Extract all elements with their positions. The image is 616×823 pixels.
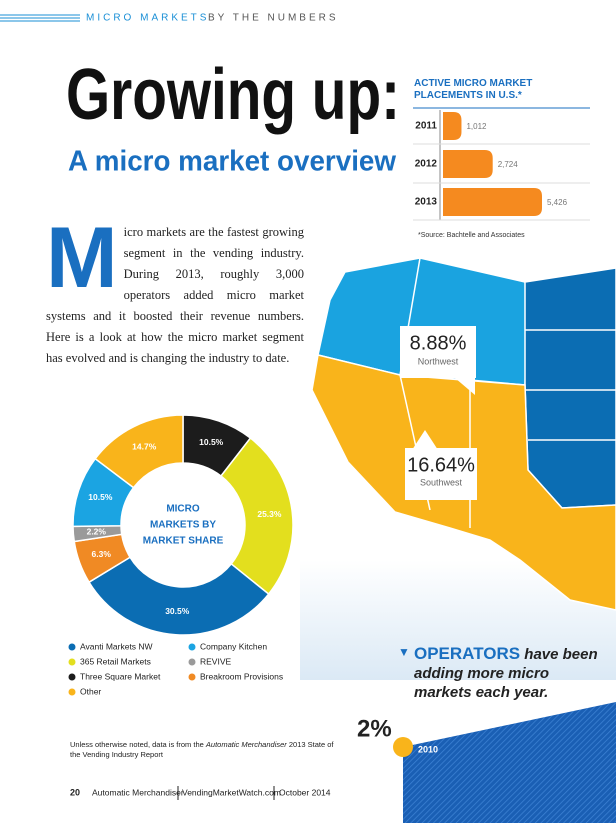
legend-label: 365 Retail Markets (80, 656, 151, 666)
data-label: 6.3% (92, 549, 112, 559)
pie-slice (87, 556, 270, 636)
region-value: 8.88% (410, 332, 467, 354)
footer-item: VendingMarketWatch.com (182, 787, 281, 797)
note-text: 2013 State of the Vending Industry Repor… (70, 740, 334, 759)
header-rules (0, 14, 80, 22)
trend-area (403, 702, 616, 823)
legend-label: Company Kitchen (200, 641, 267, 651)
center-label: MICRO (166, 504, 200, 515)
footer-item: October 2014 (279, 787, 331, 797)
data-label: 10.5% (199, 437, 224, 447)
pie-slice (219, 437, 294, 596)
trend-value: 2% (357, 715, 392, 742)
data-label: 1,012 (466, 122, 487, 131)
callout-text: have been adding more micro markets each… (414, 646, 598, 701)
center-label: MARKETS BY (150, 520, 216, 531)
data-label: 2,724 (498, 160, 519, 169)
trend-point (393, 737, 413, 757)
legend-swatch (68, 643, 76, 651)
legend-label: REVIVE (200, 656, 232, 666)
y-tick-label: 2011 (415, 121, 437, 132)
subheadline: A micro market overview (68, 146, 396, 178)
note-text: Unless otherwise noted, data is from the (70, 740, 206, 749)
pointer (412, 430, 438, 450)
legend-swatch (188, 643, 196, 651)
header-subtitle: BY THE NUMBERS (208, 13, 339, 24)
region-name: Northwest (418, 356, 459, 366)
callout: OPERATORS have been adding more micro ma… (414, 644, 604, 702)
legend-label: Breakroom Provisions (200, 671, 283, 681)
center-label: MARKET SHARE (143, 536, 224, 547)
legend-label: Three Square Market (80, 671, 161, 681)
region-box (400, 326, 476, 378)
pie-slice (94, 414, 184, 489)
legend-swatch (188, 658, 196, 666)
y-tick-label: 2012 (415, 159, 438, 170)
footer-item: Automatic Merchandiser (92, 787, 184, 797)
callout-arrow: ▼ (398, 645, 410, 659)
header-title: MICRO MARKETS (86, 13, 209, 24)
region-box (405, 448, 477, 500)
data-label: 25.3% (257, 509, 282, 519)
headline: Growing up: (66, 55, 400, 135)
data-label: 2.2% (87, 526, 107, 536)
trend-year: 2010 (418, 744, 438, 754)
data-label: 30.5% (165, 606, 190, 616)
region-name: Southwest (420, 477, 463, 487)
intro-text: icro markets are the fastest growing seg… (46, 225, 304, 365)
drop-cap: M (46, 210, 118, 306)
legend-swatch (68, 688, 76, 696)
note-italic: Automatic Merchandiser (205, 740, 287, 749)
data-label: 5,426 (547, 198, 568, 207)
bar-chart-title: ACTIVE MICRO MARKET PLACEMENTS IN U.S.* (414, 78, 533, 101)
bar (443, 150, 493, 178)
bar (443, 112, 462, 140)
bar (443, 188, 542, 216)
data-label: 14.7% (132, 441, 157, 451)
legend-label: Other (80, 686, 101, 696)
source: *Source: Bachtelle and Associates (418, 232, 525, 239)
y-tick-label: 2013 (415, 197, 438, 208)
map (300, 257, 616, 680)
note: Unless otherwise noted, data is from the… (70, 740, 340, 760)
callout-keyword: OPERATORS (414, 644, 521, 663)
legend-label: Avanti Markets NW (80, 641, 153, 651)
pointer (455, 378, 475, 395)
page-number: 20 (70, 787, 80, 797)
legend-swatch (68, 658, 76, 666)
data-label: 10.5% (88, 492, 113, 502)
region-value: 16.64% (407, 454, 475, 476)
legend-swatch (68, 673, 76, 681)
legend-swatch (188, 673, 196, 681)
